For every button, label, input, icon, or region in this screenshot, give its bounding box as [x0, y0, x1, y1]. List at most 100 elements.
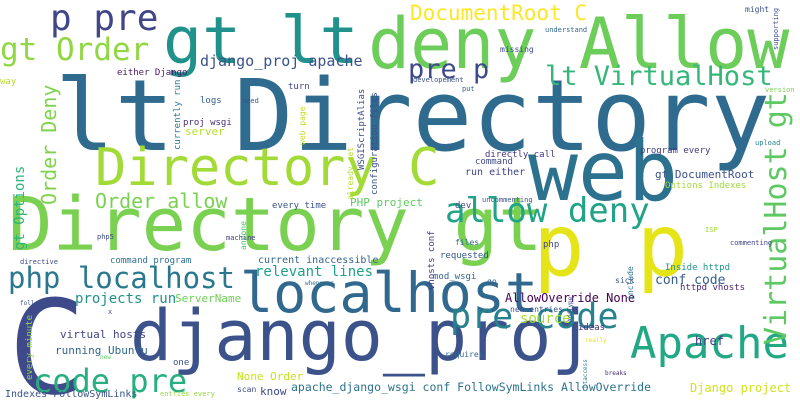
word: running Ubuntu	[55, 344, 148, 357]
word: Options Indexes	[665, 181, 746, 191]
word: Apache	[630, 318, 789, 369]
word: Django project	[690, 381, 791, 395]
word: entries every	[160, 390, 215, 398]
word: php	[543, 240, 559, 250]
word: know	[260, 385, 287, 398]
word: relevant lines	[255, 264, 373, 280]
word: Inside httpd	[665, 263, 730, 273]
word: supporting	[772, 8, 780, 50]
word: uncommenting	[482, 196, 533, 204]
word: whenever	[305, 280, 334, 287]
word: conf code	[655, 273, 726, 288]
word: really	[585, 337, 607, 344]
word: htaccess	[582, 359, 589, 388]
word: deny Allow	[368, 3, 790, 85]
word: WSGIScriptAlias	[357, 89, 367, 170]
word: AddType	[567, 296, 574, 322]
word: scan	[237, 385, 256, 394]
word: directly call	[485, 150, 555, 160]
word: virtual hosts	[60, 328, 146, 341]
word: django_proj apache	[200, 52, 363, 70]
word: developement	[413, 76, 464, 84]
word: requested	[440, 251, 489, 261]
word: lt Directory	[55, 59, 770, 174]
word: go	[487, 277, 497, 286]
word: run either	[465, 167, 525, 178]
word: p p	[533, 196, 688, 296]
word: Order allow	[95, 189, 228, 213]
word: requires	[445, 350, 484, 359]
word: allow deny	[445, 191, 650, 231]
word: anyone	[239, 221, 248, 250]
word: program every	[640, 146, 711, 156]
word: already set	[346, 147, 355, 200]
word: vhosts conf	[427, 230, 437, 290]
word: C	[8, 272, 86, 400]
word: django_proj	[130, 295, 594, 377]
word: need	[242, 97, 259, 105]
word: way	[0, 77, 17, 87]
word: php5	[97, 233, 114, 241]
word: every time	[272, 201, 326, 211]
word: might	[745, 5, 769, 14]
word: every minute	[25, 315, 35, 380]
word: files	[455, 238, 479, 247]
word: pre code	[450, 297, 619, 337]
word: commenting	[730, 239, 772, 247]
word: new entries	[510, 305, 563, 314]
word: AllowOverride None	[505, 291, 635, 305]
word: DocumentRoot C	[410, 1, 587, 25]
word: one	[173, 358, 189, 368]
word: dev	[455, 201, 471, 211]
word: current inaccessible	[258, 255, 378, 266]
word: p pre	[50, 0, 158, 39]
word: PHP project	[350, 196, 423, 209]
word: new	[100, 354, 111, 361]
word: upload	[755, 139, 780, 147]
word: ISP	[705, 226, 718, 234]
word: logs	[200, 96, 222, 106]
word: turn	[288, 82, 310, 92]
word: gt lt	[163, 4, 359, 79]
word: configuration files	[370, 92, 380, 195]
word: breaks	[605, 370, 627, 377]
word: version	[765, 86, 795, 94]
word: Indexes FollowSymLinks	[5, 389, 137, 400]
word: include	[626, 266, 635, 300]
word: proj wsgi	[183, 118, 232, 128]
word: httpd vhosts	[680, 283, 745, 293]
word: None Order	[237, 370, 304, 383]
word: either Django	[117, 68, 187, 78]
word: ServerName	[175, 292, 241, 305]
word: command	[475, 157, 513, 167]
word: Order Deny	[37, 85, 61, 205]
word: php localhost	[8, 261, 235, 295]
word: server	[185, 125, 225, 138]
word: gt Options	[12, 166, 28, 250]
word: understand	[545, 26, 587, 34]
word: gt DocumentRoot	[655, 168, 754, 181]
word: currently run	[173, 80, 183, 150]
word: put	[462, 85, 475, 93]
word: ideas	[578, 323, 605, 333]
word: directive	[20, 258, 58, 266]
word: Directory C	[95, 138, 439, 198]
word: following	[20, 300, 53, 307]
word: Directory gt	[8, 182, 543, 268]
word: href	[695, 334, 724, 348]
word: code pre	[33, 362, 187, 400]
word: missing	[500, 45, 534, 54]
word: mod_wsgi	[433, 272, 476, 282]
word: command program	[110, 256, 191, 266]
word: x	[108, 308, 112, 316]
word: gt Order	[0, 32, 149, 68]
word: source	[520, 311, 571, 327]
word: sick	[615, 276, 634, 285]
word: lt VirtualHost	[545, 61, 773, 92]
word: projects run	[75, 291, 176, 307]
word: web page	[298, 106, 307, 145]
word: localhost	[240, 261, 538, 325]
word: web	[528, 123, 678, 220]
